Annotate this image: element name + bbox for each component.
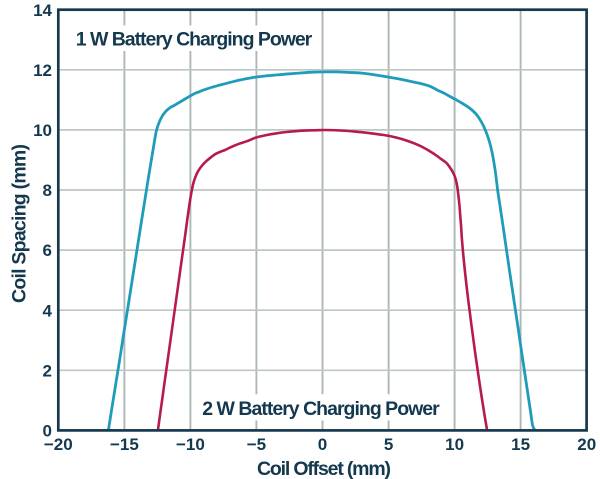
svg-text:8: 8	[43, 181, 52, 200]
svg-text:−15: −15	[110, 435, 139, 454]
svg-text:−10: −10	[176, 435, 205, 454]
svg-text:Coil Offset (mm): Coil Offset (mm)	[257, 458, 391, 479]
svg-text:−20: −20	[44, 435, 73, 454]
svg-text:Coil Spacing (mm): Coil Spacing (mm)	[9, 144, 31, 303]
svg-text:10: 10	[33, 121, 52, 140]
svg-text:2 W Battery Charging Power: 2 W Battery Charging Power	[202, 398, 440, 420]
svg-text:0: 0	[43, 422, 52, 441]
svg-text:14: 14	[33, 1, 52, 20]
svg-text:−5: −5	[247, 435, 266, 454]
svg-text:2: 2	[43, 361, 52, 380]
svg-text:0: 0	[318, 435, 327, 454]
svg-text:20: 20	[577, 435, 596, 454]
svg-text:15: 15	[511, 435, 530, 454]
svg-text:12: 12	[33, 61, 52, 80]
svg-text:5: 5	[384, 435, 393, 454]
svg-text:6: 6	[43, 241, 52, 260]
svg-text:10: 10	[445, 435, 464, 454]
svg-text:1 W Battery Charging Power: 1 W Battery Charging Power	[76, 28, 313, 50]
svg-text:4: 4	[43, 301, 53, 320]
